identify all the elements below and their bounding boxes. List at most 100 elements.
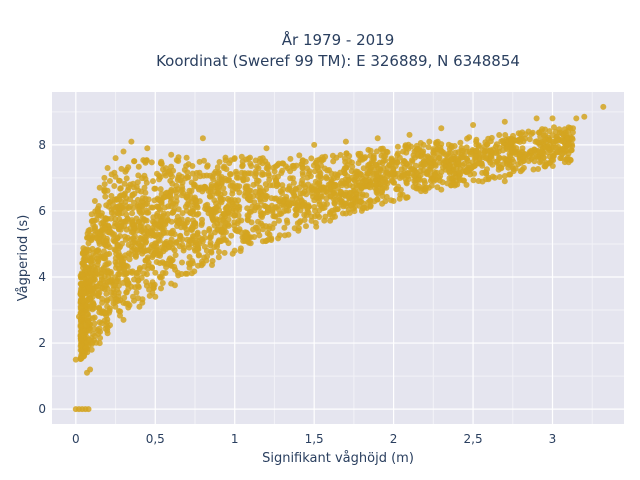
scatter-point: [452, 149, 459, 156]
scatter-point: [317, 173, 324, 180]
scatter-point: [154, 221, 161, 228]
scatter-point: [389, 171, 396, 178]
scatter-point: [513, 151, 520, 158]
scatter-point: [171, 263, 178, 270]
scatter-point: [150, 178, 156, 185]
scatter-point: [464, 156, 471, 162]
scatter-point: [120, 316, 127, 323]
scatter-point: [169, 245, 176, 251]
scatter-point: [92, 270, 99, 277]
scatter-point: [215, 254, 222, 261]
scatter-point: [192, 220, 198, 226]
scatter-point: [212, 168, 219, 175]
scatter-point: [85, 240, 92, 247]
scatter-point: [167, 189, 174, 196]
scatter-point: [130, 180, 137, 187]
scatter-point: [153, 259, 160, 265]
scatter-point: [444, 180, 451, 187]
scatter-point: [144, 256, 151, 263]
scatter-point: [246, 193, 253, 200]
scatter-point: [243, 235, 250, 242]
scatter-point: [102, 193, 109, 200]
scatter-point: [186, 254, 193, 260]
scatter-point: [316, 201, 323, 208]
scatter-point: [158, 200, 165, 207]
scatter-point: [139, 247, 146, 254]
scatter-point: [438, 186, 445, 193]
scatter-point: [186, 264, 193, 271]
scatter-point: [190, 181, 197, 188]
scatter-point: [283, 217, 290, 224]
x-axis-ticks: 0 0,5 1 1,5 2 2,5 3: [72, 432, 556, 446]
scatter-point: [257, 188, 264, 195]
scatter-point: [189, 170, 196, 177]
scatter-point: [287, 155, 294, 162]
scatter-point: [123, 218, 130, 225]
scatter-point: [140, 270, 147, 277]
scatter-point: [425, 144, 432, 151]
scatter-point: [239, 162, 246, 169]
scatter-point: [316, 180, 323, 187]
y-tick-label: 2: [38, 336, 46, 350]
scatter-point: [124, 234, 131, 241]
scatter-point: [133, 289, 140, 296]
scatter-point: [127, 268, 134, 275]
scatter-point: [573, 115, 580, 122]
scatter-point: [80, 353, 87, 360]
scatter-point: [129, 191, 136, 198]
scatter-point: [286, 183, 293, 190]
scatter-point: [265, 163, 272, 170]
scatter-point: [330, 158, 337, 165]
scatter-point: [194, 231, 201, 237]
scatter-point: [139, 296, 146, 303]
scatter-point: [234, 228, 241, 235]
x-tick-label: 3: [549, 432, 557, 446]
scatter-point: [346, 195, 352, 201]
scatter-point: [82, 257, 89, 264]
scatter-point: [80, 290, 87, 297]
scatter-point: [495, 148, 502, 155]
scatter-point: [82, 264, 89, 270]
scatter-point: [293, 186, 300, 193]
scatter-point: [305, 170, 312, 177]
scatter-point: [358, 207, 365, 214]
scatter-point: [551, 124, 557, 131]
scatter-point: [287, 175, 294, 182]
scatter-point: [199, 135, 206, 142]
scatter-point: [83, 322, 90, 329]
scatter-point: [530, 166, 537, 173]
scatter-point: [188, 224, 195, 231]
scatter-point: [440, 159, 447, 166]
scatter-point: [135, 284, 142, 291]
scatter-point: [131, 158, 138, 165]
scatter-point: [378, 145, 384, 152]
scatter-point: [296, 219, 303, 226]
scatter-point: [113, 296, 120, 303]
scatter-point: [156, 237, 163, 244]
scatter-point: [600, 103, 607, 110]
scatter-point: [395, 150, 401, 157]
scatter-point: [409, 166, 416, 173]
scatter-point: [478, 160, 485, 167]
scatter-point: [183, 163, 190, 169]
scatter-point: [342, 210, 349, 217]
scatter-point: [157, 206, 164, 213]
scatter-point: [409, 157, 415, 164]
scatter-point: [123, 300, 129, 307]
scatter-point: [314, 164, 321, 171]
scatter-point: [142, 217, 149, 224]
scatter-point: [517, 168, 524, 175]
scatter-point: [167, 193, 174, 200]
scatter-point: [549, 115, 556, 122]
scatter-point: [263, 186, 270, 193]
scatter-point: [229, 187, 236, 194]
scatter-point: [128, 243, 135, 250]
scatter-point: [536, 139, 543, 146]
scatter-point: [151, 281, 158, 288]
scatter-point: [489, 161, 496, 168]
scatter-point: [178, 271, 185, 277]
scatter-point: [266, 176, 273, 183]
scatter-point: [216, 248, 222, 255]
scatter-point: [487, 147, 494, 154]
scatter-point: [299, 172, 306, 178]
